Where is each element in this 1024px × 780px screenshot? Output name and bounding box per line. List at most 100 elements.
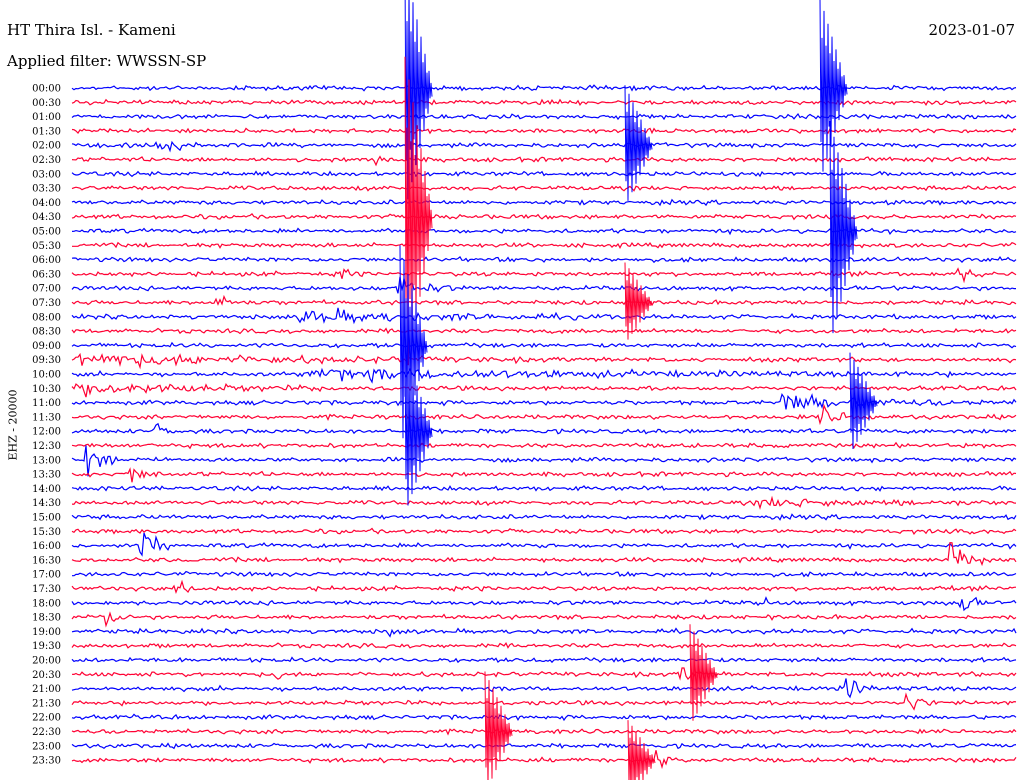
trace-line (71, 484, 1017, 492)
tick-label: 07:00 (32, 284, 61, 295)
trace-line (71, 532, 1017, 557)
trace-line (71, 596, 1017, 612)
trace-line (71, 445, 1017, 477)
tick-label: 11:00 (32, 398, 61, 409)
trace-line (71, 467, 1017, 483)
trace-line (71, 198, 1017, 207)
spike-mark (627, 720, 656, 780)
trace-line (71, 155, 1017, 167)
trace-line (71, 611, 1017, 628)
trace-line (71, 667, 1017, 681)
tick-label: 06:30 (32, 269, 61, 280)
tick-label: 13:30 (32, 470, 61, 481)
trace-line (71, 678, 1017, 699)
tick-label: 15:30 (32, 527, 61, 538)
trace-line (71, 294, 1017, 307)
tick-label: 03:00 (32, 169, 61, 180)
tick-label: 16:00 (32, 541, 61, 552)
trace-line (71, 327, 1017, 335)
trace-line (71, 403, 1017, 426)
trace-line (71, 276, 1016, 294)
trace-line (71, 213, 1017, 221)
spike-mark (624, 85, 653, 201)
trace-line (71, 495, 1017, 510)
tick-label: 01:30 (32, 126, 61, 137)
date-label: 2023-01-07 (928, 21, 1015, 39)
spike-mark (404, 351, 433, 506)
tick-label: 09:00 (32, 341, 61, 352)
tick-label: 00:30 (32, 98, 61, 109)
tick-label: 04:00 (32, 198, 61, 209)
trace-line (71, 227, 1017, 236)
trace-line (71, 140, 1017, 153)
spike-mark (849, 352, 878, 450)
tick-label: 21:30 (32, 698, 61, 709)
trace-line (71, 382, 1017, 398)
trace-line (71, 692, 1017, 711)
trace-line (71, 750, 1017, 770)
trace-line (71, 579, 1017, 594)
tick-label: 18:30 (32, 613, 61, 624)
trace-line (71, 527, 1017, 535)
trace-line (71, 84, 1017, 92)
tick-label: 12:00 (32, 427, 61, 438)
trace-line (71, 513, 1017, 521)
trace-group (71, 0, 1017, 780)
tick-label: 20:30 (32, 670, 61, 681)
tick-label: 05:30 (32, 241, 61, 252)
trace-line (71, 422, 1017, 435)
tick-label: 10:00 (32, 370, 61, 381)
spike-mark (399, 245, 428, 439)
tick-label: 03:30 (32, 184, 61, 195)
tick-label: 22:00 (32, 713, 61, 724)
tick-label: 08:00 (32, 312, 61, 323)
trace-line (71, 728, 1017, 736)
trace-line (71, 307, 1017, 325)
trace-line (71, 441, 1017, 450)
trace-line (71, 713, 1017, 722)
tick-label: 07:30 (32, 298, 61, 309)
tick-label: 14:00 (32, 484, 61, 495)
tick-label: 11:30 (32, 412, 61, 423)
tick-label: 18:00 (32, 598, 61, 609)
trace-line (71, 170, 1017, 178)
tick-label: 23:30 (32, 756, 61, 767)
tick-label: 02:00 (32, 141, 61, 152)
station-title: HT Thira Isl. - Kameni (7, 21, 176, 39)
trace-line (71, 656, 1017, 664)
tick-label: 13:00 (32, 455, 61, 466)
trace-line (71, 541, 1017, 567)
trace-line (71, 352, 1017, 370)
trace-line (71, 112, 1017, 121)
tick-label: 19:30 (32, 641, 61, 652)
tick-label: 04:30 (32, 212, 61, 223)
trace-line (71, 255, 1017, 264)
tick-label: 10:30 (32, 384, 61, 395)
tick-label: 12:30 (32, 441, 61, 452)
trace-line (72, 570, 1017, 578)
tick-label: 15:00 (32, 513, 61, 524)
trace-line (71, 127, 1017, 135)
trace-line (71, 642, 1017, 649)
tick-label: 22:30 (32, 727, 61, 738)
tick-label: 00:00 (32, 84, 61, 95)
spike-mark (484, 671, 513, 780)
trace-line (71, 341, 1017, 349)
tick-label: 21:00 (32, 684, 61, 695)
tick-label: 23:00 (32, 741, 61, 752)
trace-line (71, 742, 1017, 750)
tick-label-group: 00:00 00:30 01:00 01:30 02:00 02:30 03:00 03:30… (32, 84, 61, 767)
tick-label: 17:30 (32, 584, 61, 595)
spike-mark (404, 56, 433, 366)
tick-label: 14:30 (32, 498, 61, 509)
trace-line (71, 267, 1017, 284)
tick-label: 08:30 (32, 327, 61, 338)
tick-label: 06:00 (32, 255, 61, 266)
spike-mark (819, 0, 848, 172)
spike-mark (404, 0, 433, 200)
tick-label: 17:00 (32, 570, 61, 581)
filter-label: Applied filter: WWSSN-SP (7, 52, 207, 70)
spike-mark (829, 120, 858, 334)
tick-label: 05:00 (32, 227, 61, 238)
